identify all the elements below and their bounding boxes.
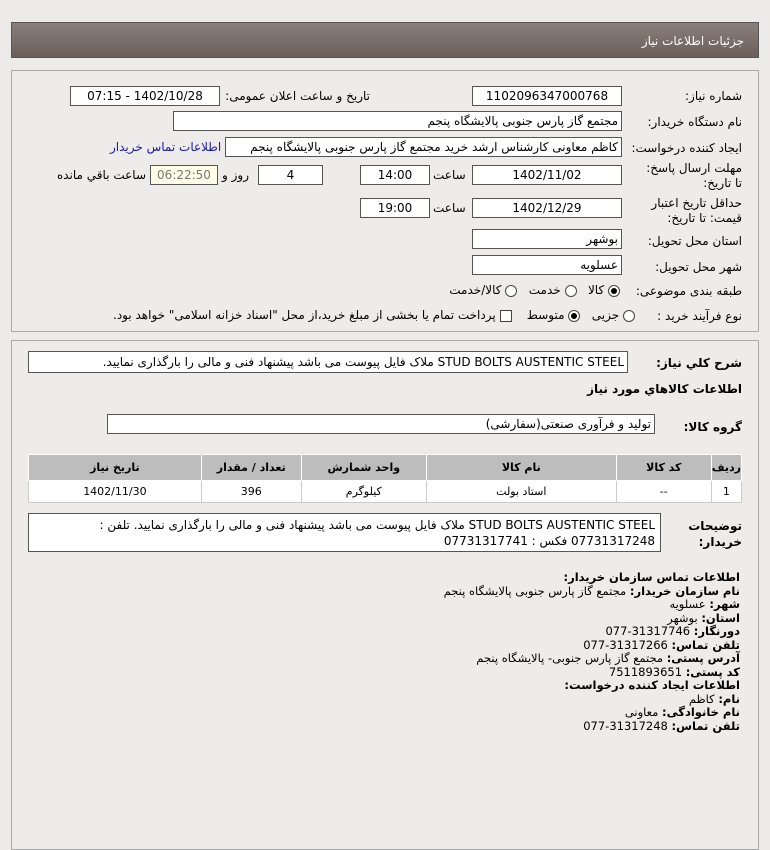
category-both-label: کالا/خدمت	[449, 283, 502, 297]
category-goods-label: کالا	[587, 283, 605, 297]
remaining-time-field: 06:22:50	[150, 165, 218, 185]
contact-org-key: نام سازمان خریدار:	[629, 583, 740, 598]
creator-family-key: نام خانوادگی:	[662, 705, 740, 719]
creator-family-value: معاونی	[624, 705, 659, 719]
col-name: نام کالا	[425, 454, 617, 481]
province-field: بوشهر	[472, 229, 622, 249]
cell-code: --	[615, 480, 712, 503]
process-minor-radio[interactable]	[623, 309, 635, 322]
col-code: کد کالا	[615, 454, 712, 481]
page-header: جزئیات اطلاعات نیاز	[11, 22, 759, 58]
contact-province-key: استان:	[701, 610, 740, 625]
process-medium-radio[interactable]	[568, 309, 581, 322]
city-label: شهر محل تحویل:	[655, 260, 742, 274]
validity-date-field: 1402/12/29	[472, 198, 622, 218]
treasury-payment-label: پرداخت تمام یا بخشی از مبلغ خرید،از محل …	[113, 308, 496, 322]
category-radio-group: کالا خدمت کالا/خدمت	[449, 283, 620, 297]
buyer-notes-label: توضیحات خریدار:	[688, 519, 742, 549]
days-field: 4	[258, 165, 323, 185]
creator-name-value: کاظم	[688, 691, 715, 706]
contact-fax-key: دورنگار:	[693, 624, 740, 638]
creator-phone-key: تلفن تماس:	[671, 718, 740, 733]
cell-unit: کیلوگرم	[300, 480, 427, 503]
buyer-org-label: نام دستگاه خریدار:	[647, 115, 743, 129]
announce-label: تاریخ و ساعت اعلان عمومی:	[225, 89, 370, 103]
creator-label: ایجاد کننده درخواست:	[631, 141, 742, 155]
process-medium-label: متوسط	[526, 308, 565, 322]
contact-phone-key: تلفن تماس:	[671, 637, 740, 652]
table-row: 1 -- استاد بولت کیلوگرم 396 1402/11/30	[28, 480, 743, 503]
col-qty: تعداد / مقدار	[200, 454, 302, 481]
cell-qty: 396	[200, 480, 302, 503]
validity-label: حداقل تاریخ اعتبار قیمت: تا تاریخ:	[651, 196, 742, 225]
deadline-label: مهلت ارسال پاسخ: تا تاریخ:	[646, 161, 742, 190]
category-label: طبقه بندی موضوعی:	[635, 284, 742, 298]
buyer-notes-field: STUD BOLTS AUSTENTIC STEEL ملاک فایل پیو…	[28, 513, 661, 552]
goods-group-label: گروه کالا:	[683, 420, 742, 434]
city-field: عسلویه	[472, 255, 622, 275]
validity-time-field: 19:00	[360, 198, 430, 218]
summary-label: شرح کلي نياز:	[656, 356, 742, 370]
col-date: تاریخ نیاز	[28, 454, 202, 481]
creator-field: کاظم معاونی کارشناس ارشد خرید مجتمع گاز …	[225, 137, 622, 157]
contact-address-value: مجتمع گاز پارس جنوبی- پالایشگاه پنجم	[476, 651, 664, 665]
deadline-time-label: ساعت	[433, 168, 466, 182]
contact-province-value: بوشهر	[667, 610, 698, 625]
creator-name-key: نام:	[718, 691, 740, 706]
contact-city-value: عسلویه	[669, 597, 706, 611]
creator-phone-value: 31317248-077	[583, 718, 668, 733]
goods-table: ردیف کد کالا نام کالا واحد شمارش تعداد /…	[28, 454, 743, 503]
treasury-payment-checkbox[interactable]	[499, 309, 512, 322]
need-number-field: 1102096347000768	[472, 86, 622, 106]
contact-phone-value: 31317266-077	[583, 637, 668, 652]
buyer-contact-info: اطلاعات تماس سازمان خریدار: نام سازمان خ…	[380, 570, 740, 733]
buyer-org-field: مجتمع گاز پارس جنوبی پالایشگاه پنجم	[173, 111, 622, 131]
days-label: روز و	[222, 168, 249, 182]
deadline-time-field: 14:00	[360, 165, 430, 185]
contact-city-key: شهر:	[709, 597, 740, 611]
validity-time-label: ساعت	[433, 201, 466, 215]
province-label: استان محل تحویل:	[647, 234, 742, 248]
remaining-label: ساعت باقي مانده	[56, 168, 146, 182]
contact-org-value: مجتمع گاز پارس جنوبی پالایشگاه پنجم	[443, 583, 627, 598]
deadline-date-field: 1402/11/02	[472, 165, 622, 185]
process-minor-label: جزیی	[591, 308, 620, 322]
creator-info-title: اطلاعات ایجاد کننده درخواست:	[564, 678, 740, 692]
col-row: ردیف	[710, 454, 743, 481]
category-goods-radio[interactable]	[608, 284, 620, 297]
category-both-radio[interactable]	[505, 284, 518, 297]
cell-row: 1	[710, 480, 743, 503]
process-radio-group: جزیی متوسط پرداخت تمام یا بخشی از مبلغ خ…	[15, 308, 635, 322]
contact-postal-key: کد پستی:	[685, 664, 740, 679]
goods-group-field: تولید و فرآوری صنعتی(سفارشی)	[107, 414, 655, 434]
announce-field: 1402/10/28 - 07:15	[70, 86, 220, 106]
cell-name: استاد بولت	[425, 480, 617, 503]
col-unit: واحد شمارش	[300, 454, 427, 481]
process-label: نوع فرآیند خرید :	[657, 309, 742, 323]
contact-title: اطلاعات تماس سازمان خریدار:	[563, 570, 740, 584]
contact-address-key: آدرس پستی:	[666, 651, 740, 665]
contact-fax-value: 31317746-077	[605, 624, 691, 638]
cell-date: 1402/11/30	[28, 480, 202, 503]
category-service-label: خدمت	[528, 283, 561, 297]
goods-heading: اطلاعات کالاهاي مورد نياز	[587, 382, 742, 396]
buyer-contact-link[interactable]: اطلاعات تماس خریدار	[110, 140, 222, 154]
summary-field: STUD BOLTS AUSTENTIC STEEL ملاک فایل پیو…	[28, 351, 628, 373]
category-service-radio[interactable]	[564, 284, 577, 297]
need-number-label: شماره نیاز:	[685, 89, 742, 103]
contact-postal-value: 7511893651	[608, 664, 683, 679]
